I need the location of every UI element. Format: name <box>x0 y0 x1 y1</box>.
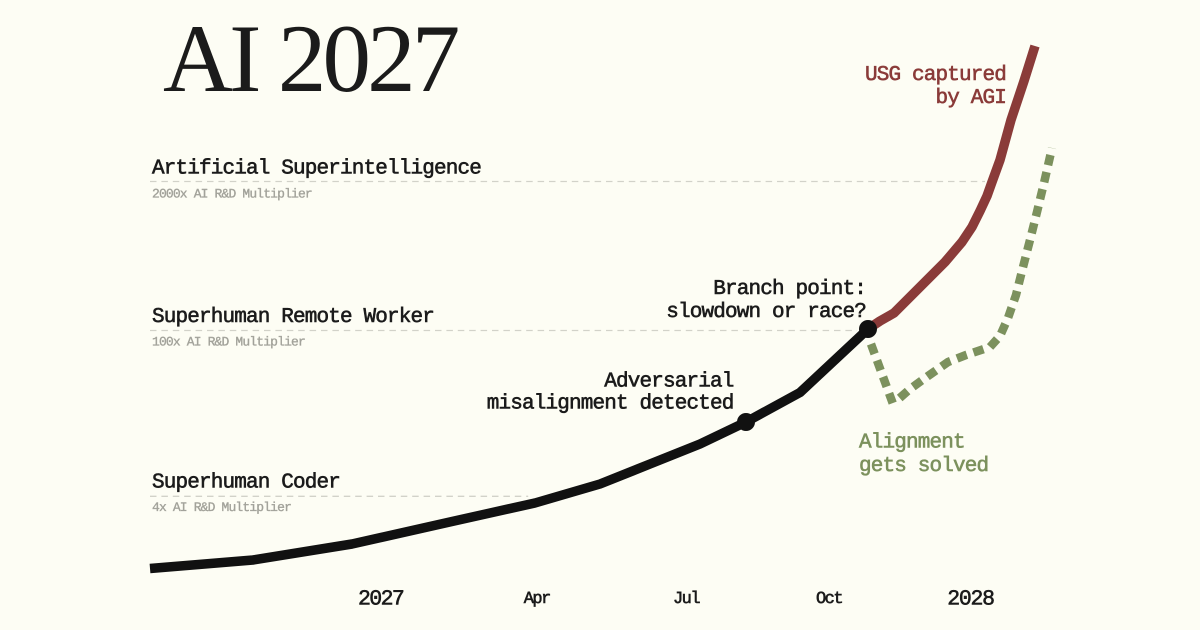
svg-text:Artificial Superintelligence: Artificial Superintelligence <box>152 158 481 181</box>
svg-text:Apr: Apr <box>524 590 550 609</box>
svg-text:Superhuman Coder: Superhuman Coder <box>152 472 340 495</box>
svg-text:Branch point:: Branch point: <box>713 278 866 301</box>
svg-text:Alignment: Alignment <box>859 432 965 455</box>
svg-text:100x AI R&D Multiplier: 100x AI R&D Multiplier <box>152 335 305 350</box>
svg-text:AI 2027: AI 2027 <box>163 5 458 112</box>
svg-text:slowdown or race?: slowdown or race? <box>666 301 866 324</box>
svg-text:by AGI: by AGI <box>935 87 1006 110</box>
svg-text:USG captured: USG captured <box>865 64 1006 87</box>
svg-text:Jul: Jul <box>673 590 700 609</box>
svg-text:2000x AI R&D Multiplier: 2000x AI R&D Multiplier <box>152 187 312 202</box>
svg-text:gets solved: gets solved <box>859 455 988 478</box>
svg-text:4x AI R&D Multiplier: 4x AI R&D Multiplier <box>152 500 291 515</box>
svg-text:Superhuman Remote Worker: Superhuman Remote Worker <box>152 306 434 329</box>
svg-text:Oct: Oct <box>816 590 842 609</box>
svg-text:2027: 2027 <box>358 588 404 612</box>
svg-text:2028: 2028 <box>947 588 994 612</box>
svg-text:Adversarial: Adversarial <box>604 370 734 393</box>
svg-text:misalignment detected: misalignment detected <box>487 392 734 415</box>
